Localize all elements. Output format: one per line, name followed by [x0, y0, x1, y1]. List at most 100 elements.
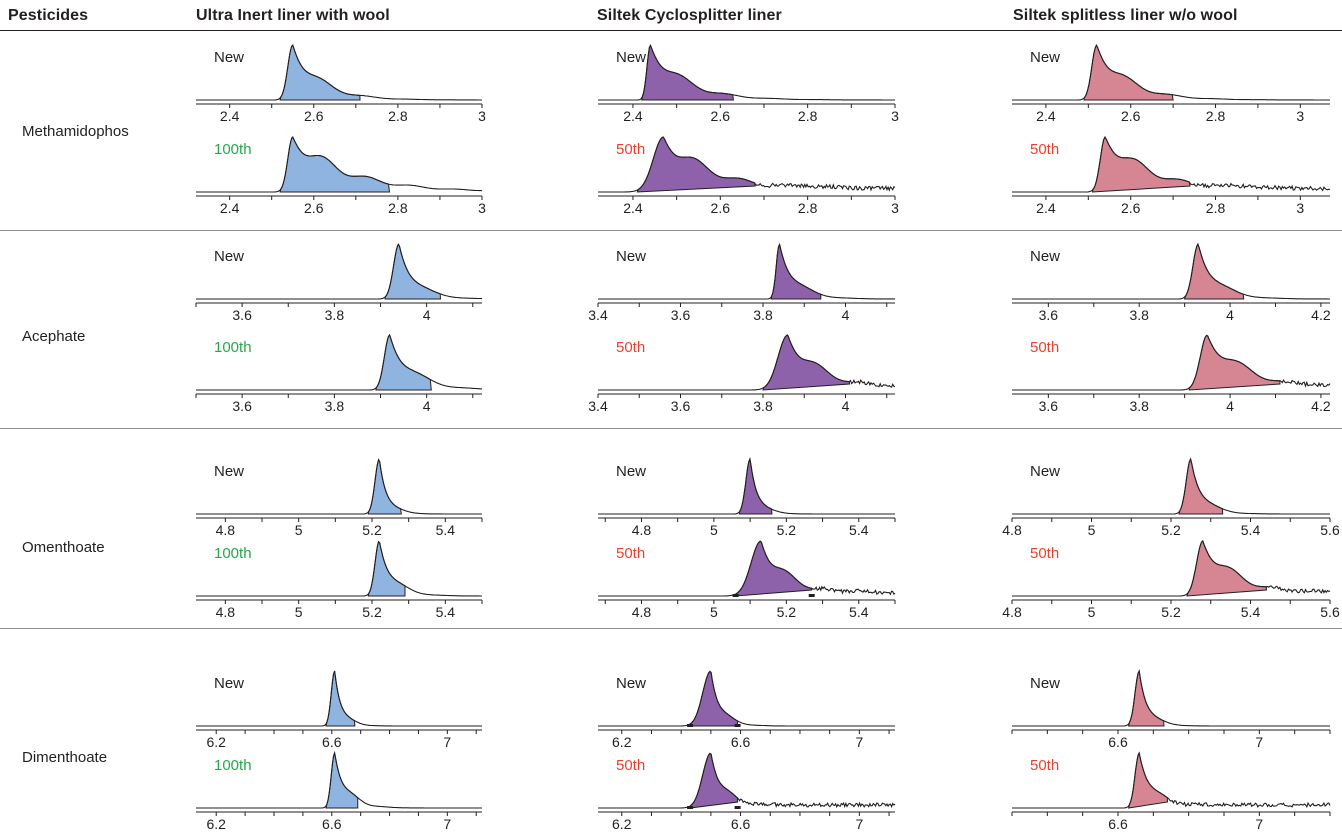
- row-label-omenthoate: Omenthoate: [22, 539, 105, 556]
- x-tick-label: 5.2: [777, 604, 797, 620]
- x-tick-label: 2.4: [1036, 108, 1056, 124]
- chromatogram-panel: 3.6 3.8 4 4.2 New: [1012, 242, 1331, 323]
- peak-area: [1083, 44, 1174, 101]
- chromatogram-trace: [1012, 540, 1331, 597]
- x-tick-label: 5: [295, 522, 303, 538]
- chromatogram-trace: [196, 750, 482, 809]
- chromatogram-trace: [196, 243, 483, 300]
- x-tick-label: 5.4: [1241, 604, 1261, 620]
- run-label: 50th: [1030, 339, 1059, 356]
- chromatogram-panel: 3.4 3.6 3.8 4 50th: [588, 334, 896, 414]
- peak-area: [636, 136, 756, 193]
- x-tick-label: 5.4: [436, 522, 456, 538]
- chromatogram-panel: 2.4 2.6 2.8 3 50th: [1012, 135, 1331, 216]
- x-tick-label: 5.4: [849, 522, 869, 538]
- x-tick-label: 4.2: [1311, 398, 1331, 414]
- chromatogram-trace: [196, 670, 482, 727]
- x-tick-label: 4.8: [1002, 604, 1022, 620]
- x-tick-label: 3.6: [1039, 307, 1059, 323]
- x-tick-label: 3.8: [753, 398, 773, 414]
- x-tick-label: 5: [295, 604, 303, 620]
- chromatogram-panel: 6.2 6.6 7 100th: [196, 750, 482, 832]
- x-tick-label: 2.8: [1206, 108, 1226, 124]
- x-tick-label: 3: [891, 200, 899, 216]
- run-label: 50th: [616, 545, 645, 562]
- x-tick-label: 5: [1088, 604, 1096, 620]
- x-tick-label: 4: [423, 398, 431, 414]
- run-label: New: [1030, 248, 1060, 265]
- run-label: New: [616, 248, 646, 265]
- chromatogram-panel: 6.2 6.6 7 50th: [598, 752, 896, 832]
- x-tick-label: 2.8: [798, 108, 818, 124]
- chromatogram-trace: [1012, 457, 1330, 515]
- integration-marker: [808, 594, 815, 597]
- x-tick-label: 6.6: [731, 816, 751, 832]
- x-tick-label: 7: [1255, 816, 1263, 832]
- peak-area: [375, 333, 432, 391]
- x-tick-label: 2.6: [304, 108, 324, 124]
- x-tick-label: 6.2: [206, 816, 226, 832]
- chromatogram-panel: 4.8 5 5.2 5.4 100th: [196, 540, 483, 620]
- header-pesticides: Pesticides: [8, 7, 89, 24]
- run-label: 100th: [214, 141, 252, 158]
- run-label: 50th: [1030, 141, 1059, 158]
- run-label: New: [1030, 49, 1060, 66]
- x-tick-label: 2.6: [1121, 200, 1141, 216]
- x-tick-label: 2.4: [623, 108, 643, 124]
- row-label-methamidophos: Methamidophos: [22, 123, 129, 140]
- chromatogram-panel: 6.2 6.6 7 New: [196, 670, 482, 750]
- chromatogram-panel: 4.8 5 5.2 5.4 5.6 50th: [1002, 540, 1340, 620]
- x-tick-label: 7: [1255, 734, 1263, 750]
- row-divider: [0, 428, 1342, 429]
- chromatogram-trace: [598, 44, 895, 101]
- chromatogram-panel: 4.8 5 5.2 5.4 50th: [598, 540, 896, 620]
- integration-marker: [734, 724, 741, 727]
- x-tick-label: 5.4: [436, 604, 456, 620]
- x-tick-label: 6.2: [612, 734, 632, 750]
- run-label: New: [616, 463, 646, 480]
- chromatogram-panel: 6.6 7 New: [1011, 669, 1331, 750]
- x-tick-label: 3: [891, 108, 899, 124]
- chromatogram-trace: [598, 136, 896, 193]
- x-tick-label: 4.8: [216, 604, 236, 620]
- peak-area: [734, 540, 813, 597]
- x-tick-label: 4.8: [632, 604, 652, 620]
- x-tick-label: 2.8: [388, 200, 408, 216]
- chromatogram-trace: [598, 334, 896, 391]
- x-tick-label: 6.6: [1108, 734, 1128, 750]
- x-tick-label: 4.2: [1311, 307, 1331, 323]
- x-tick-label: 6.6: [322, 734, 342, 750]
- chromatogram-trace: [196, 333, 483, 391]
- chromatogram-panel: 2.4 2.6 2.8 3 New: [1012, 43, 1330, 124]
- header-rule: [0, 30, 1342, 31]
- x-tick-label: 2.4: [220, 108, 240, 124]
- x-tick-label: 2.6: [1121, 108, 1141, 124]
- x-tick-label: 6.6: [731, 734, 751, 750]
- chromatogram-panel: 3.4 3.6 3.8 4 New: [588, 243, 895, 323]
- x-tick-label: 6.6: [322, 816, 342, 832]
- x-tick-label: 7: [443, 816, 451, 832]
- chromatogram-panel: 4.8 5 5.2 5.4 New: [196, 458, 483, 538]
- x-tick-label: 2.4: [623, 200, 643, 216]
- x-tick-label: 2.6: [711, 108, 731, 124]
- x-tick-label: 5.6: [1320, 522, 1340, 538]
- x-tick-label: 3: [478, 200, 486, 216]
- x-tick-label: 5: [710, 604, 718, 620]
- chromatogram-trace: [598, 243, 895, 300]
- x-tick-label: 3.8: [325, 398, 345, 414]
- x-tick-label: 3.8: [325, 307, 345, 323]
- chromatogram-trace: [1012, 334, 1331, 391]
- run-label: 100th: [214, 757, 252, 774]
- x-tick-label: 2.8: [798, 200, 818, 216]
- header-splitless: Siltek splitless liner w/o wool: [1013, 7, 1238, 24]
- x-tick-label: 6.6: [1108, 816, 1128, 832]
- run-label: New: [616, 675, 646, 692]
- chromatogram-panel: 6.2 6.6 7 New: [598, 670, 895, 750]
- x-tick-label: 2.4: [220, 200, 240, 216]
- chromatogram-panel: 4.8 5 5.2 5.4 New: [598, 457, 896, 538]
- x-tick-label: 5.2: [362, 522, 382, 538]
- integration-marker: [687, 724, 694, 727]
- x-tick-label: 2.6: [304, 200, 324, 216]
- x-tick-label: 3.6: [1039, 398, 1059, 414]
- x-tick-label: 5.2: [777, 522, 797, 538]
